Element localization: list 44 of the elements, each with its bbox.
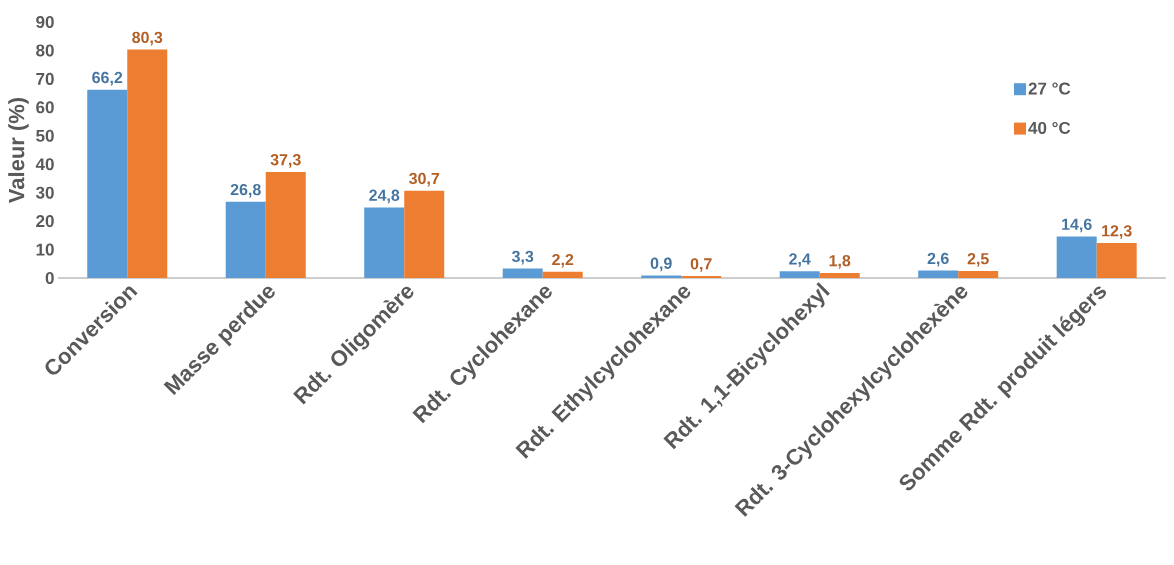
bar: [779, 271, 820, 278]
data-label: 80,3: [132, 31, 163, 46]
data-label: 26,8: [230, 183, 261, 198]
y-tick-label: 50: [36, 129, 54, 142]
bar: [502, 268, 543, 278]
y-tick-label: 10: [36, 243, 54, 256]
data-label: 2,6: [927, 252, 949, 267]
data-label: 14,6: [1062, 218, 1092, 233]
y-tick-label: 20: [36, 215, 54, 228]
data-label: 12,3: [1102, 225, 1132, 239]
bar: [1096, 243, 1137, 278]
bar: [265, 171, 306, 278]
legend-label: 40 °C: [1028, 121, 1071, 134]
y-tick-label: 0: [45, 271, 54, 285]
data-label: 37,3: [270, 154, 301, 168]
bar: [404, 190, 445, 278]
bar: [641, 275, 682, 278]
data-label: 66,2: [92, 71, 123, 86]
bar: [127, 49, 168, 278]
data-label: 0,7: [690, 258, 712, 272]
data-label: 1,8: [829, 255, 851, 269]
y-tick-label: 30: [35, 186, 54, 199]
bar: [819, 272, 860, 278]
data-label: 2,4: [789, 253, 811, 267]
bar: [87, 89, 128, 278]
legend-label: 27 °C: [1028, 82, 1071, 95]
bar: [1056, 236, 1097, 278]
data-label: 0,9: [650, 257, 672, 272]
y-tick-label: 80: [36, 44, 54, 57]
bar: [542, 271, 583, 278]
y-tick-label: 40: [35, 158, 54, 171]
data-label: 24,8: [369, 189, 400, 204]
data-label: 30,7: [409, 172, 440, 187]
bar: [958, 270, 999, 278]
y-tick-label: 60: [36, 101, 54, 114]
y-axis-title: Valeur (%): [8, 97, 29, 204]
data-label: 2,2: [552, 253, 574, 268]
bar: [225, 201, 266, 278]
bar: [364, 207, 405, 278]
data-label: 2,5: [967, 253, 989, 267]
y-tick-label: 70: [36, 72, 54, 85]
bar: [918, 270, 959, 278]
data-label: 3,3: [511, 250, 534, 265]
y-tick-label: 90: [36, 15, 54, 29]
